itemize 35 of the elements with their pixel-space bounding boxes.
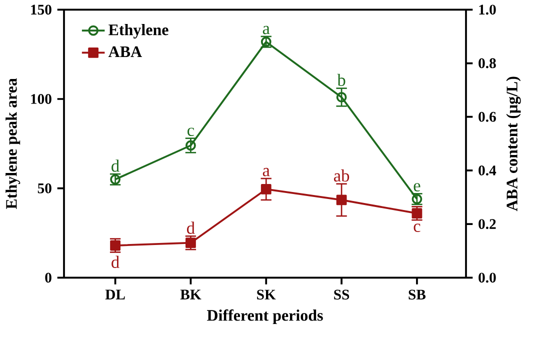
y-tick-label: 100 [31,94,52,104]
point [336,194,347,206]
x-axis-title: Different periods [206,309,323,324]
data-label: a [262,168,270,176]
data-label: b [337,74,346,86]
y2-tick-label: 0.8 [478,58,496,68]
point [260,184,272,194]
x-tick-label: BK [180,290,202,300]
y2-tick-label: 0.0 [478,272,496,283]
y-tick-label: 150 [31,4,52,15]
legend-label: Ethylene [108,24,168,39]
legend-label: ABA [108,46,142,58]
x-tick-label: SB [408,290,426,300]
data-label: ab [334,169,350,182]
y2-tick-label: 1.0 [479,4,496,15]
y-axis-title: Ethylene peak area [6,78,20,210]
data-label: a [262,26,270,34]
y2-tick-label: 0.2 [478,219,496,230]
point [186,140,196,151]
y2-tick-label: 0.6 [478,112,496,122]
point [336,92,347,102]
point [186,238,196,248]
x-tick-label: SS [334,290,350,300]
data-label: d [112,160,120,172]
data-label: d [112,256,120,268]
data-label: c [188,128,194,136]
y-tick-label: 50 [38,183,52,194]
data-label: e [414,183,420,192]
y2-tick-label: 0.4 [478,165,496,176]
data-label: d [187,222,195,234]
data-label: c [414,224,420,232]
y2-axis-title: ABA content (μg/L) [506,76,521,212]
y-tick-label: 0 [45,272,52,283]
x-tick-label: SK [257,290,276,300]
x-tick-label: DL [105,290,125,300]
